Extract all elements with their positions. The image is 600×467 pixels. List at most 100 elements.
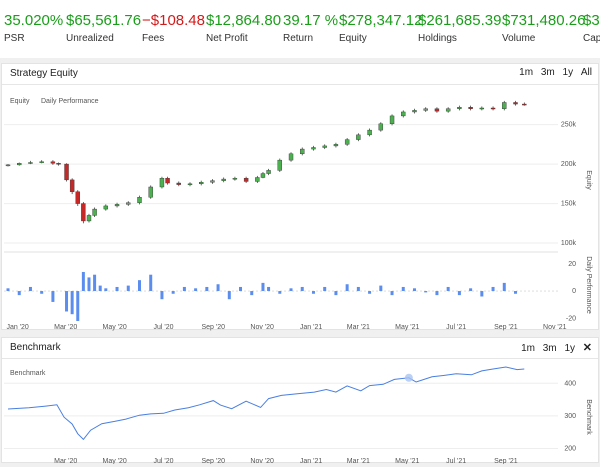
- daily-performance-bar: [412, 288, 416, 292]
- x-tick-label: Jan '20: [6, 324, 28, 331]
- equity-candle: [468, 105, 473, 111]
- x-tick-label: May '20: [102, 458, 126, 464]
- candle-body: [522, 103, 527, 106]
- daily-performance-bar: [239, 286, 243, 292]
- candle-body: [64, 163, 69, 181]
- candle-body: [479, 107, 485, 110]
- range-1m-button[interactable]: 1m: [519, 67, 534, 78]
- range-1y-button[interactable]: 1y: [562, 67, 574, 78]
- equity-candle: [434, 107, 440, 113]
- daily-performance-tick-label: -20: [566, 315, 576, 322]
- stat-label: Equity: [339, 33, 367, 44]
- daily-performance-bar: [227, 291, 231, 300]
- stat-unrealized: $65,561.76 Unrealized: [66, 12, 141, 44]
- equity-tick-label: 100k: [561, 240, 577, 247]
- daily-performance-bar: [356, 286, 360, 292]
- stat-label: Capa: [583, 33, 600, 44]
- legend-benchmark[interactable]: Benchmark: [10, 370, 46, 377]
- candle-body: [423, 108, 428, 111]
- equity-candle: [513, 100, 518, 106]
- benchmark-panel: Benchmark 1m 3m 1y ✕ Benchmark 200 300 400…: [1, 337, 599, 464]
- stat-net-profit: $12,864.80 Net Profit: [206, 12, 281, 44]
- candle-body: [137, 197, 142, 203]
- equity-candle: [288, 152, 294, 162]
- benchmark-hover-point: [404, 373, 413, 382]
- equity-candle: [277, 158, 282, 172]
- daily-performance-bar: [40, 291, 44, 294]
- x-tick-label: Mar '21: [347, 458, 370, 464]
- candle-body: [260, 173, 266, 178]
- equity-candle: [502, 100, 507, 111]
- stat-value: $3: [583, 12, 600, 29]
- range-all-button[interactable]: All: [580, 67, 592, 78]
- panel-header: Strategy Equity 1m 3m 1y All: [2, 64, 598, 85]
- daily-performance-bar: [323, 286, 327, 292]
- equity-candle: [356, 133, 361, 142]
- stat-value: $65,561.76: [66, 12, 142, 29]
- strategy-equity-chart[interactable]: Equity Daily Performance 100k 150k 200k 250…: [2, 85, 598, 331]
- panel-title: Strategy Equity: [10, 68, 78, 79]
- stats-bar: 35.020% PSR $65,561.76 Unrealized −$108.48 Fe…: [0, 0, 600, 58]
- equity-candle: [378, 122, 384, 132]
- candle-body: [288, 153, 294, 161]
- stat-capa: $3 Capa: [583, 12, 600, 44]
- candle-body: [232, 178, 238, 180]
- daily-performance-bar: [491, 286, 495, 292]
- candle-body: [502, 102, 507, 109]
- candle-body: [86, 215, 92, 222]
- range-buttons: 1m 3m 1y ✕: [516, 341, 592, 354]
- x-tick-label: May '21: [395, 324, 419, 331]
- daily-performance-bar: [311, 291, 315, 294]
- candle-body: [5, 164, 11, 167]
- daily-performance-bar: [6, 288, 10, 292]
- x-tick-label: May '21: [395, 458, 419, 464]
- daily-performance-bar: [160, 291, 164, 300]
- candle-body: [50, 161, 56, 164]
- candle-body: [333, 144, 339, 147]
- legend-equity[interactable]: Equity: [10, 98, 30, 105]
- equity-candle: [187, 182, 193, 187]
- equity-candle: [86, 213, 92, 223]
- stat-label: Return: [283, 33, 314, 44]
- daily-performance-bar: [104, 288, 108, 292]
- daily-performance-bar: [390, 291, 394, 296]
- x-tick-label: Sep '20: [201, 324, 225, 331]
- equity-candle: [367, 128, 372, 137]
- daily-performance-bar: [70, 291, 74, 315]
- daily-performance-bar: [267, 286, 271, 292]
- close-icon[interactable]: ✕: [582, 342, 592, 354]
- benchmark-chart[interactable]: Benchmark 200 300 400 Mar '20 May '20 Jul '2…: [2, 359, 598, 464]
- daily-performance-bar: [435, 291, 439, 296]
- stat-label: PSR: [4, 33, 25, 44]
- candle-body: [255, 177, 260, 182]
- daily-performance-bar: [81, 271, 85, 292]
- stat-label: Unrealized: [66, 33, 114, 44]
- daily-performance-bar: [480, 291, 484, 297]
- candle-body: [17, 163, 22, 166]
- candle-body: [187, 183, 193, 186]
- stat-psr: 35.020% PSR: [4, 12, 63, 44]
- stat-value: 35.020%: [4, 12, 64, 29]
- equity-candle: [81, 201, 86, 224]
- candle-body: [114, 204, 120, 207]
- daily-performance-bar: [28, 286, 32, 292]
- daily-performance-bar: [250, 291, 254, 296]
- range-3m-button[interactable]: 3m: [542, 343, 557, 354]
- panel-title: Benchmark: [10, 342, 61, 353]
- candle-body: [490, 107, 496, 110]
- candle-body: [356, 134, 361, 140]
- candle-body: [148, 186, 153, 198]
- candle-body: [468, 107, 473, 109]
- equity-candle: [401, 110, 406, 118]
- equity-candle: [39, 160, 44, 164]
- equity-candle: [522, 102, 527, 106]
- daily-performance-bar: [289, 288, 293, 292]
- legend-daily-performance[interactable]: Daily Performance: [41, 98, 99, 105]
- range-1y-button[interactable]: 1y: [564, 343, 575, 354]
- stat-volume: $731,480.26 Volume: [502, 12, 585, 44]
- candle-body: [311, 147, 316, 150]
- range-3m-button[interactable]: 3m: [540, 67, 555, 78]
- stat-holdings: $261,685.39 Holdings: [418, 12, 501, 44]
- equity-candle: [243, 176, 249, 184]
- range-1m-button[interactable]: 1m: [521, 343, 535, 354]
